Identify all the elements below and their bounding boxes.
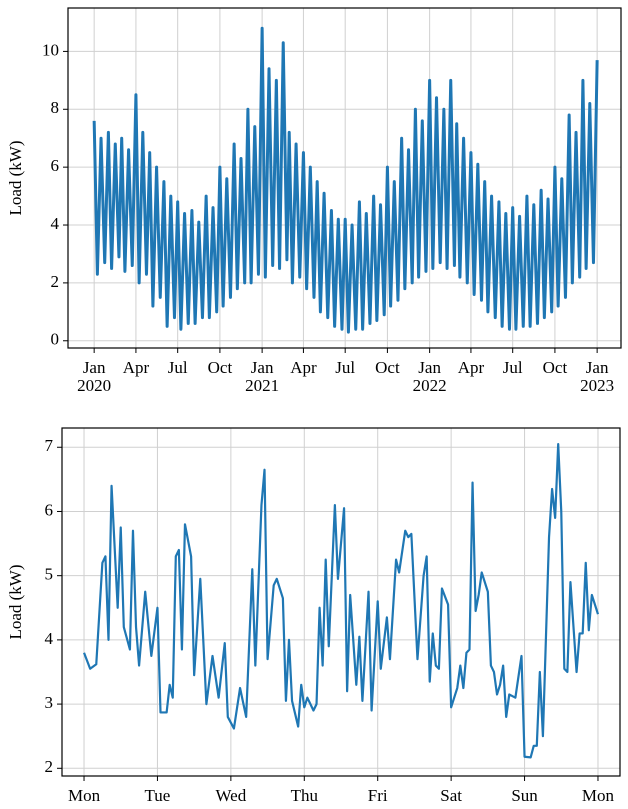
x-tick-label: Thu xyxy=(291,786,319,805)
y-axis-label: Load (kW) xyxy=(6,140,25,215)
y-tick-label: 2 xyxy=(45,757,54,776)
x-tick-label: Oct xyxy=(208,358,233,377)
x-tick-label: Tue xyxy=(145,786,171,805)
y-tick-label: 7 xyxy=(45,436,54,455)
x-tick-label: Sat xyxy=(440,786,462,805)
x-tick-label: Apr xyxy=(290,358,317,377)
y-tick-label: 6 xyxy=(45,500,54,519)
x-tick-label: Jan 2022 xyxy=(413,358,447,395)
y-tick-label: 8 xyxy=(51,98,60,117)
y-tick-label: 0 xyxy=(51,330,60,349)
y-tick-label: 4 xyxy=(51,214,60,233)
x-tick-label: Sun xyxy=(511,786,538,805)
y-tick-label: 6 xyxy=(51,156,60,175)
axes: 2 3 4 5 6 7 Mon Tue Wed Thu Fri Sat Sun Mon Load (kW) xyxy=(6,427,621,805)
y-tick-label: 10 xyxy=(42,40,59,59)
data-line xyxy=(83,442,600,759)
axes-frame xyxy=(61,427,621,777)
y-tick-label: 3 xyxy=(45,693,54,712)
x-tick-label: Jul xyxy=(503,358,523,377)
x-tick-label: Jan 2021 xyxy=(245,358,279,395)
axes-frame xyxy=(67,7,622,349)
x-tick-label: Oct xyxy=(375,358,400,377)
x-tick-label: Fri xyxy=(368,786,388,805)
x-tick-label: Oct xyxy=(543,358,568,377)
x-tick-label: Jul xyxy=(335,358,355,377)
axes: 0 2 4 6 8 10 Jan 2020 Apr Jul Oct Jan 2021 Apr Jul Oct J… xyxy=(6,7,622,395)
x-tick-label: Jul xyxy=(168,358,188,377)
y-tick-label: 5 xyxy=(45,565,54,584)
x-tick-label: Mon xyxy=(68,786,101,805)
y-tick-label: 4 xyxy=(45,629,54,648)
x-tick-label: Jan 2023 xyxy=(580,358,614,395)
x-tick-label: Apr xyxy=(123,358,150,377)
y-axis-label: Load (kW) xyxy=(6,564,25,639)
x-tick-label: Jan 2020 xyxy=(77,358,111,395)
y-tick-label: 2 xyxy=(51,272,60,291)
x-tick-label: Apr xyxy=(458,358,485,377)
x-tick-label: Mon xyxy=(582,786,615,805)
data-line xyxy=(92,26,599,334)
x-tick-label: Wed xyxy=(216,786,247,805)
